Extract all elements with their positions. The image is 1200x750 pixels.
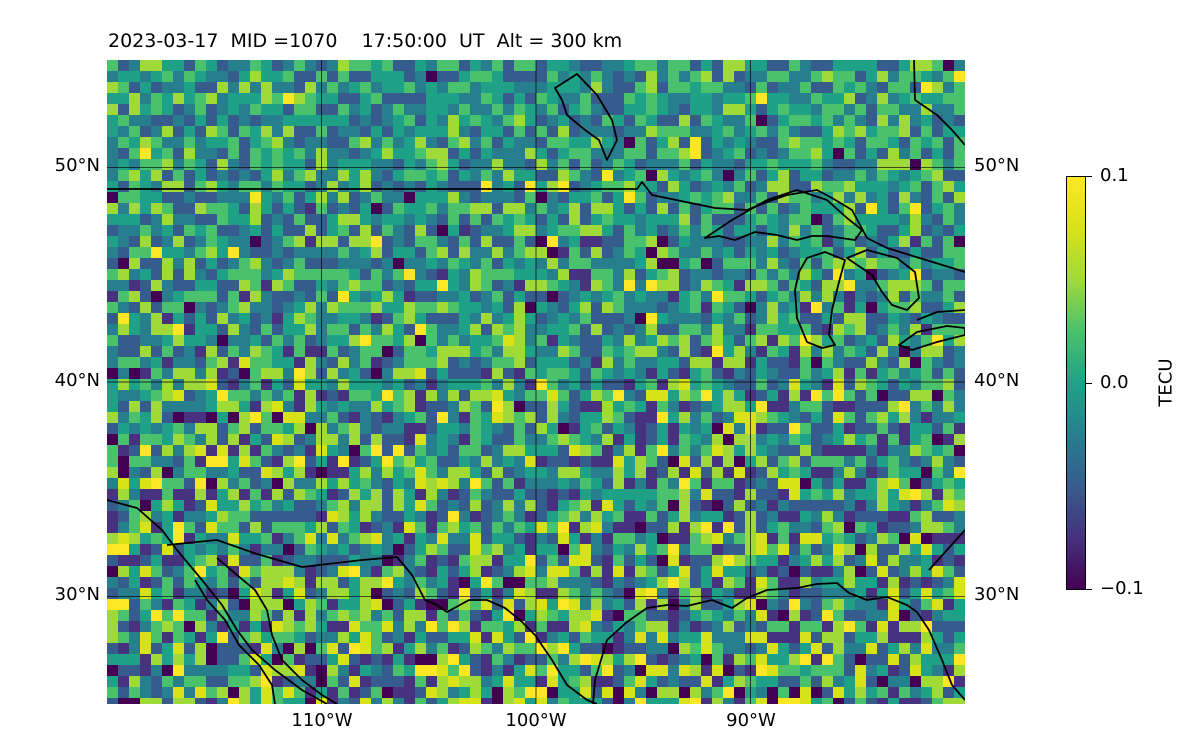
lake-superior (704, 189, 863, 241)
baja-california (107, 499, 328, 704)
gridlines (107, 60, 965, 704)
lake-huron (846, 249, 920, 311)
gulf-coast (592, 582, 965, 704)
colorbar (1066, 176, 1086, 590)
colorbar-min-label: −0.1 (1100, 578, 1144, 599)
baja-peninsula-inner (194, 579, 276, 704)
colorbar-tick-mid (1086, 383, 1092, 384)
lake-erie (898, 325, 965, 351)
border-us-canada (107, 181, 965, 273)
lake-michigan (794, 251, 846, 349)
tec-map (107, 60, 965, 704)
map-title: 2023-03-17 MID =1070 17:50:00 UT Alt = 3… (108, 30, 623, 52)
lat-tick-50n-right: 50°N (974, 155, 1020, 176)
lon-tick-110w: 110°W (291, 710, 353, 731)
lake-ontario (916, 309, 965, 321)
lat-tick-40n-right: 40°N (974, 370, 1020, 391)
lat-tick-30n-left: 30°N (54, 584, 100, 605)
lat-tick-30n-right: 30°N (974, 584, 1020, 605)
colorbar-title: TECU (1155, 358, 1177, 407)
island-north (554, 73, 618, 161)
colorbar-tick-min (1086, 589, 1092, 590)
lon-tick-100w: 100°W (505, 710, 567, 731)
border-us-mexico (166, 539, 598, 704)
gulf-of-california-coast (216, 557, 338, 704)
hudson-bay-shore (913, 60, 965, 146)
coastlines-borders (107, 60, 965, 704)
lon-tick-90w: 90°W (726, 710, 776, 731)
lat-tick-40n-left: 40°N (54, 370, 100, 391)
colorbar-mid-label: 0.0 (1100, 372, 1129, 393)
lat-tick-50n-left: 50°N (54, 155, 100, 176)
colorbar-tick-max (1086, 176, 1092, 177)
florida-east-coast (928, 529, 965, 571)
colorbar-max-label: 0.1 (1100, 165, 1129, 186)
